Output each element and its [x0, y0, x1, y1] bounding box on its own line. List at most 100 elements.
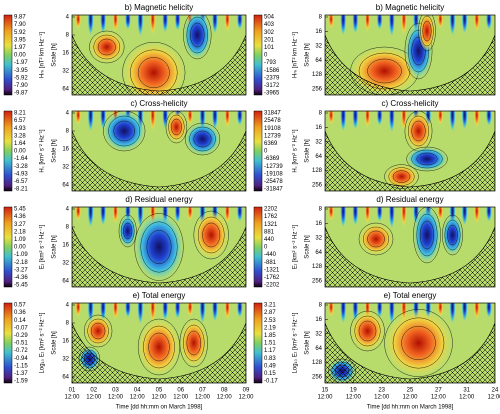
small-scale-feature [124, 15, 131, 30]
small-scale-feature [485, 303, 492, 318]
contour [130, 49, 178, 95]
small-scale-feature [100, 15, 107, 34]
contour [358, 222, 394, 256]
colorbar-label: Hₘ [nT² km Hz⁻¹] [293, 32, 299, 78]
colorbar-tick-label: -440 [264, 252, 277, 258]
contour [90, 322, 106, 340]
small-scale-feature [437, 111, 444, 125]
y-tick-label: 8 [66, 33, 70, 39]
plot-frame [324, 14, 496, 96]
colorbar-tick-label: 5.45 [14, 207, 26, 213]
contour [134, 213, 184, 281]
power-region [359, 223, 393, 255]
power-region [350, 311, 385, 351]
colorbar-tick-label: 6.57 [14, 118, 26, 124]
contour [447, 224, 458, 246]
panel-title: e) Total energy [384, 291, 437, 300]
y-tick-label: 16 [315, 221, 322, 227]
colorbar-tick-label: 1.64 [14, 141, 26, 147]
contour [165, 111, 188, 144]
colorbar-label: Hₘ [nT² km Hz⁻¹] [40, 32, 46, 78]
y-tick-label: 4 [66, 15, 70, 21]
small-scale-feature [328, 303, 335, 317]
y-tick-label: 4 [66, 207, 70, 213]
colorbar-tick-label: -1.15 [14, 363, 28, 369]
x-tick-date: 04 [134, 388, 141, 394]
contour [420, 220, 435, 250]
small-scale-feature [461, 111, 468, 130]
y-tick-label: 16 [315, 29, 322, 35]
contour [388, 167, 415, 186]
small-scale-feature [236, 303, 243, 318]
contour [123, 222, 133, 240]
small-scale-feature [437, 207, 444, 221]
colorbar-tick-label: -6.57 [14, 179, 28, 185]
colorbar-tick-label: 4.36 [14, 214, 26, 220]
colorbar-tick-label: -0.17 [264, 379, 278, 385]
small-scale-feature [236, 111, 243, 126]
small-scale-feature [199, 303, 206, 324]
x-tick-time: 12:00 [402, 395, 418, 401]
colorbar-label: Log₁₀ Eₜ [km² s⁻² Hz⁻¹] [293, 312, 299, 373]
small-scale-feature [449, 15, 456, 36]
small-scale-feature [174, 303, 181, 319]
panel-title: d) Residual energy [125, 195, 192, 204]
colorbar-tick-label: 4.93 [14, 126, 26, 132]
small-scale-feature [87, 207, 94, 228]
small-scale-feature [437, 15, 444, 29]
power-region [103, 111, 146, 151]
colorbar-tick-label: -6369 [264, 156, 280, 162]
x-tick-time: 12:00 [431, 395, 447, 401]
contour [411, 120, 426, 142]
contour [148, 332, 170, 362]
plot-frame [71, 206, 247, 288]
colorbar-tick-label: -4.93 [14, 171, 28, 177]
power-region [179, 319, 208, 367]
cone-of-influence [325, 130, 495, 191]
contour [384, 309, 453, 377]
cone-of-influence [72, 226, 246, 287]
y-tick-label: 64 [62, 183, 69, 189]
small-scale-feature [485, 207, 492, 222]
small-scale-feature [340, 207, 347, 228]
x-tick-date: 15 [322, 388, 329, 394]
small-scale-feature [352, 111, 359, 130]
y-axis-label: Scale [h] [305, 331, 311, 355]
small-scale-feature [449, 303, 456, 324]
contour [143, 325, 175, 369]
colorbar-tick-label: -7.90 [14, 83, 28, 89]
colorbar-tick-label: -1762 [264, 275, 280, 281]
y-tick-label: 16 [315, 317, 322, 323]
small-scale-feature [400, 207, 407, 227]
y-tick-label: 16 [62, 147, 69, 153]
y-axis-label: Scale [h] [52, 43, 58, 67]
y-tick-label: 8 [66, 129, 70, 135]
contour [197, 216, 225, 254]
power-region [138, 319, 180, 375]
x-tick-date: 02 [90, 388, 97, 394]
colorbar-tick-label: -4.36 [14, 275, 28, 281]
power-region [185, 123, 220, 155]
colorbar-tick-label: -12739 [264, 164, 283, 170]
x-tick-date: 19 [350, 388, 357, 394]
small-scale-feature [352, 15, 359, 34]
contour [103, 111, 146, 152]
y-tick-label: 64 [315, 346, 322, 352]
colorbar-tick-label: 101 [264, 45, 275, 51]
colorbar-tick-label: -1586 [264, 68, 280, 74]
y-tick-label: 64 [315, 250, 322, 256]
y-tick-label: 32 [62, 357, 69, 363]
small-scale-feature [328, 111, 335, 125]
x-axis-label: Time [dd hh:mm on March 1998] [116, 405, 203, 411]
small-scale-feature [87, 111, 94, 132]
contour [183, 15, 212, 60]
small-scale-feature [364, 111, 371, 128]
colorbar-tick-label: 31847 [264, 111, 281, 117]
contour [422, 20, 432, 42]
colorbar-tick-label: -0.94 [14, 356, 28, 362]
small-scale-feature [473, 15, 480, 32]
small-scale-feature [437, 303, 444, 317]
contour [186, 330, 201, 356]
small-scale-feature [124, 303, 131, 318]
y-tick-label: 32 [315, 235, 322, 241]
